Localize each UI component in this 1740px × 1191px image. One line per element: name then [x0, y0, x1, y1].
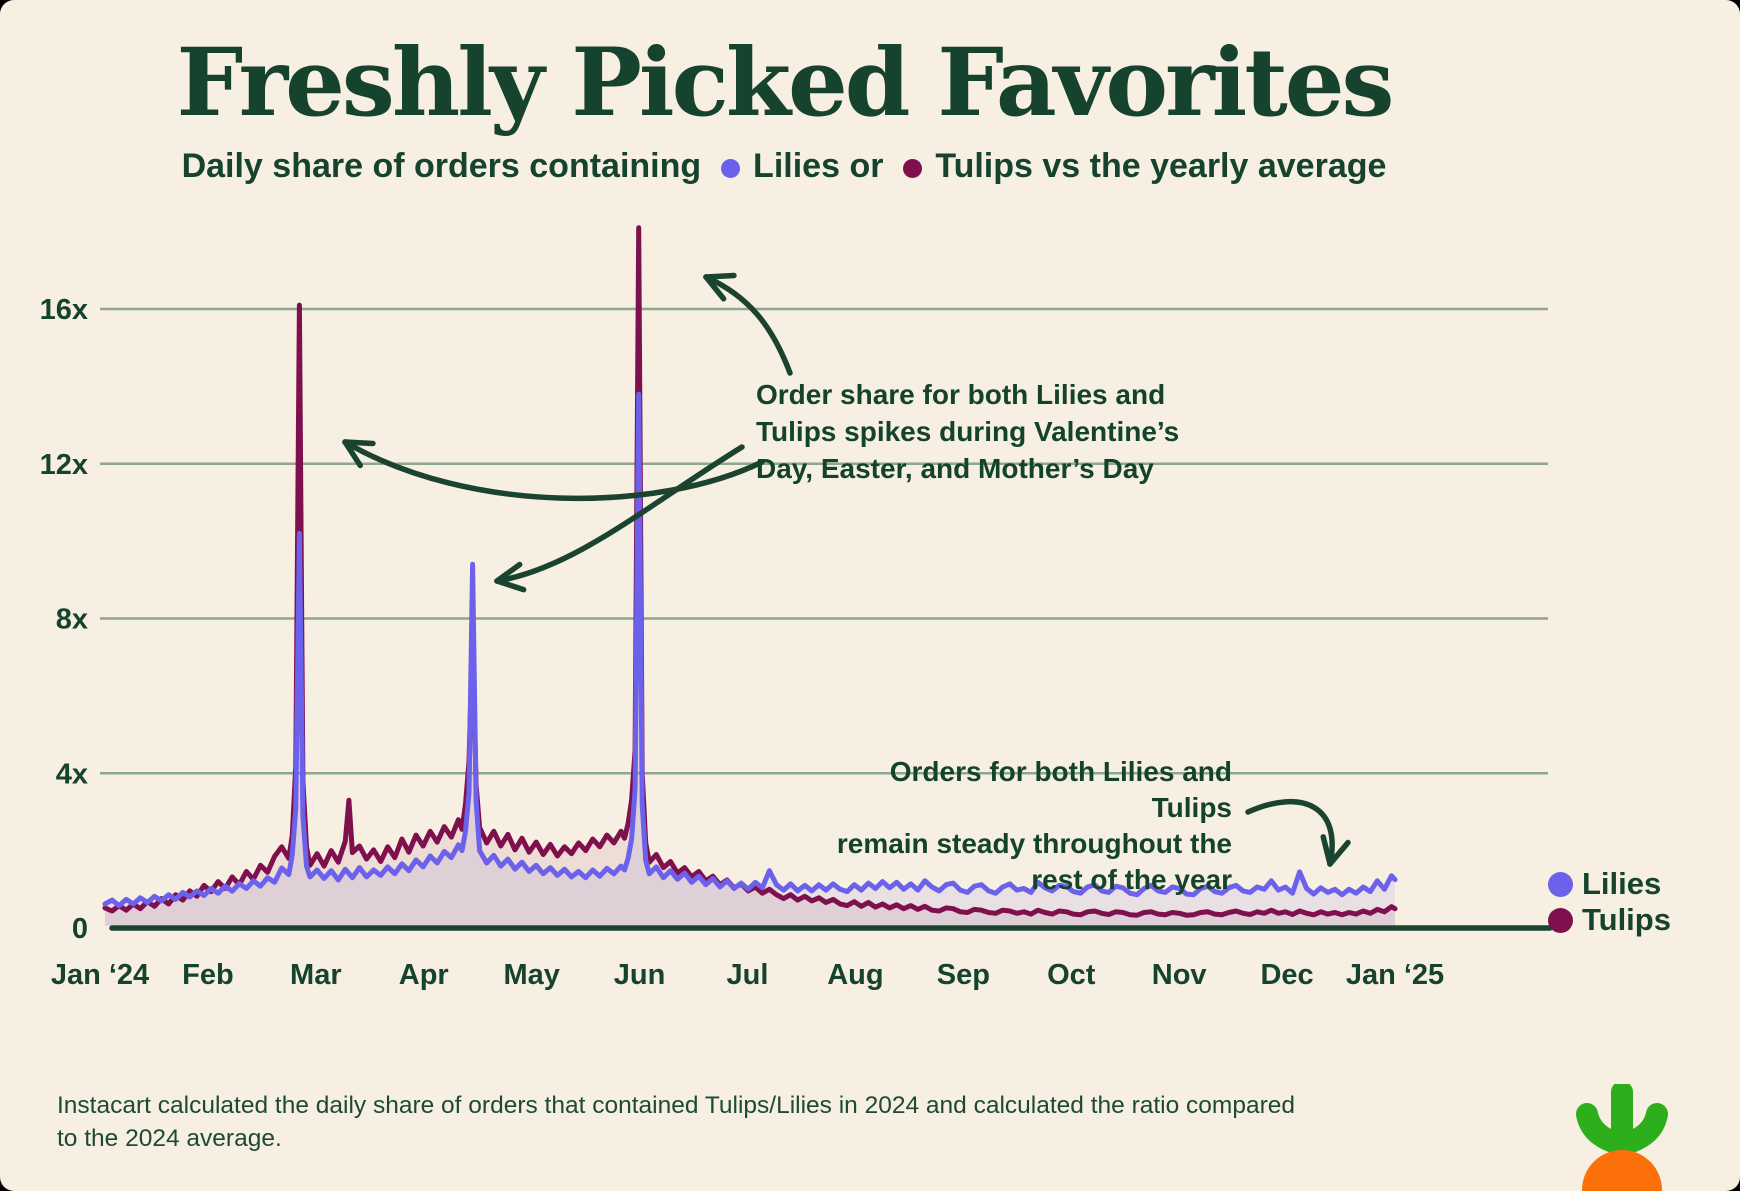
carrot-leaves-icon: [1576, 1084, 1668, 1155]
legend-label-lilies: Lilies: [1582, 866, 1662, 901]
lilies-dot-icon: [1548, 871, 1573, 897]
x-tick-label-Sep: Sep: [937, 959, 990, 991]
arrow-to-easter-spike-head: [494, 578, 527, 593]
y-tick-label-16x: 16x: [40, 294, 88, 326]
x-tick-label-Aug: Aug: [827, 959, 883, 991]
subtitle-or: or: [849, 146, 884, 185]
spike-annotation-line: Order share for both Lilies and: [756, 379, 1166, 410]
header: Freshly Picked Favorites Daily share of …: [0, 0, 1568, 186]
subtitle-lilies-label: Lilies: [753, 146, 840, 185]
subtitle-suffix: vs the yearly average: [1042, 146, 1387, 185]
y-tick-label-8x: 8x: [56, 604, 88, 636]
legend-item-lilies: Lilies: [1548, 866, 1671, 902]
methodology-line: to the 2024 average.: [57, 1125, 282, 1152]
spike-annotation-line: Tulips spikes during Valentine’s: [756, 416, 1180, 447]
tulips-dot-icon: [902, 158, 922, 178]
y-tick-label-12x: 12x: [40, 449, 88, 481]
arrow-to-mothers-day-spike-head: [703, 274, 727, 302]
y-tick-label-4x: 4x: [56, 758, 88, 790]
x-tick-label-Jan25: Jan ‘25: [1346, 959, 1444, 991]
spike-annotation: Order share for both Lilies and Tulips s…: [756, 376, 1179, 487]
x-tick-label-Feb: Feb: [182, 959, 234, 991]
steady-annotation-line: Orders for both Lilies and Tulips: [889, 756, 1232, 823]
subtitle-tulips-label: Tulips: [935, 146, 1033, 185]
x-tick-label-May: May: [503, 959, 559, 991]
arrow-to-mothers-day-spike-head: [703, 272, 737, 280]
methodology-line: Instacart calculated the daily share of …: [57, 1092, 1295, 1119]
series-line-lilies: [102, 391, 1398, 909]
arrow-to-easter-spike-head: [494, 561, 523, 584]
instacart-carrot-logo: [1576, 1084, 1668, 1191]
arrow-to-steady-tail-head: [1320, 834, 1333, 867]
arrow-to-valentines-spike-head: [342, 439, 363, 469]
legend: Lilies Tulips: [1548, 866, 1671, 938]
x-tick-label-Jan24: Jan ‘24: [51, 959, 149, 991]
x-tick-label-Jul: Jul: [727, 959, 769, 991]
y-tick-label-0: 0: [72, 913, 88, 945]
subtitle-prefix: Daily share of orders containing: [181, 146, 702, 185]
arrow-to-steady-tail: [1245, 798, 1335, 867]
x-tick-label-Oct: Oct: [1047, 959, 1096, 991]
arrow-to-mothers-day-spike: [703, 274, 793, 376]
tulips-dot-icon: [1548, 907, 1573, 933]
x-tick-label-Apr: Apr: [399, 959, 449, 991]
steady-annotation-line: rest of the year: [1031, 864, 1232, 895]
x-tick-label-Nov: Nov: [1152, 959, 1207, 991]
carrot-body-icon: [1582, 1150, 1662, 1191]
x-tick-label-Mar: Mar: [290, 959, 342, 991]
arrow-to-steady-tail-head: [1327, 839, 1351, 867]
lilies-dot-icon: [720, 158, 740, 178]
x-tick-label-Jun: Jun: [614, 959, 666, 991]
arrow-to-valentines-spike: [342, 439, 765, 502]
legend-item-tulips: Tulips: [1548, 902, 1671, 938]
chart-subtitle: Daily share of orders containing Lilies …: [0, 147, 1568, 186]
steady-annotation-line: remain steady throughout the: [836, 828, 1232, 859]
x-tick-label-Dec: Dec: [1260, 959, 1313, 991]
arrow-to-valentines-spike-head: [342, 439, 376, 447]
methodology-note: Instacart calculated the daily share of …: [57, 1089, 1295, 1155]
legend-label-tulips: Tulips: [1582, 902, 1671, 937]
page-title: Freshly Picked Favorites: [176, 28, 1395, 138]
arrow-to-easter-spike: [494, 444, 745, 584]
spike-annotation-line: Day, Easter, and Mother’s Day: [756, 453, 1154, 484]
steady-annotation: Orders for both Lilies and Tulips remain…: [830, 754, 1232, 898]
